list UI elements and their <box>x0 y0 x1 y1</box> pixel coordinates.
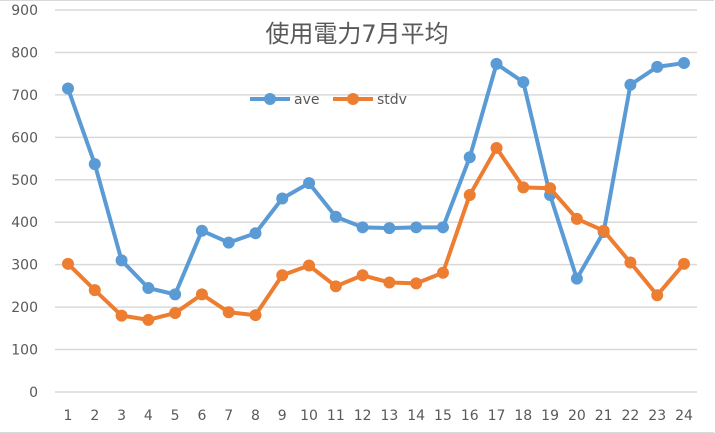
x-tick-label: 1 <box>64 408 73 424</box>
y-tick-label: 400 <box>11 215 38 231</box>
x-tick-label: 7 <box>224 408 233 424</box>
x-tick-label: 23 <box>648 408 666 424</box>
x-tick-label: 4 <box>144 408 153 424</box>
data-point-marker <box>62 257 74 270</box>
data-point-marker <box>115 309 128 322</box>
x-tick-label: 18 <box>514 408 532 424</box>
x-tick-label: 12 <box>354 408 372 424</box>
data-point-marker <box>597 224 610 237</box>
y-tick-label: 600 <box>11 130 38 146</box>
y-tick-label: 100 <box>11 343 38 359</box>
data-point-marker <box>383 222 396 235</box>
data-point-marker <box>678 57 690 70</box>
data-point-marker <box>436 221 449 234</box>
series-ave <box>62 57 690 301</box>
data-point-marker <box>410 277 423 290</box>
data-point-marker <box>570 272 583 285</box>
data-point-marker <box>303 259 316 272</box>
data-point-marker <box>463 151 476 164</box>
data-point-marker <box>329 280 342 293</box>
data-point-marker <box>436 266 449 279</box>
data-point-marker <box>356 269 369 282</box>
data-point-marker <box>651 60 664 73</box>
series-line <box>66 61 686 297</box>
data-point-marker <box>222 236 235 249</box>
data-point-marker <box>249 227 262 240</box>
data-point-marker <box>88 284 101 297</box>
y-tick-label: 0 <box>29 385 38 401</box>
data-point-marker <box>356 221 369 234</box>
data-point-marker <box>624 78 637 91</box>
data-point-marker <box>570 212 583 225</box>
series-stdv <box>62 141 690 326</box>
data-point-marker <box>463 189 476 202</box>
data-point-marker <box>169 288 182 301</box>
data-point-marker <box>544 182 557 195</box>
series-lines <box>62 57 690 326</box>
x-tick-label: 16 <box>461 408 479 424</box>
data-point-marker <box>303 177 316 190</box>
x-tick-label: 17 <box>488 408 506 424</box>
y-tick-label: 200 <box>11 300 38 316</box>
legend-label: ave <box>294 92 319 108</box>
x-tick-label: 19 <box>541 408 559 424</box>
x-tick-label: 14 <box>407 408 425 424</box>
data-point-marker <box>142 313 155 326</box>
data-point-marker <box>624 256 637 269</box>
x-tick-label: 20 <box>568 408 586 424</box>
data-point-marker <box>383 276 396 289</box>
x-tick-label: 13 <box>380 408 398 424</box>
data-point-marker <box>678 257 690 270</box>
x-tick-label: 21 <box>595 408 613 424</box>
data-point-marker <box>517 181 530 194</box>
data-point-marker <box>115 254 128 267</box>
x-tick-label: 15 <box>434 408 452 424</box>
x-tick-label: 3 <box>117 408 126 424</box>
y-tick-label: 500 <box>11 173 38 189</box>
gridlines <box>55 9 697 393</box>
legend: ave stdv <box>250 92 407 108</box>
x-tick-label: 24 <box>675 408 693 424</box>
data-point-marker <box>329 210 342 223</box>
y-axis-ticks: 0 100 200 300 400 500 600 700 800 900 <box>11 3 38 401</box>
x-axis-ticks: 1 2 3 4 5 6 7 8 9 10 11 12 13 14 15 16 17 18 19 20 21 22 23 24 <box>64 408 693 424</box>
legend-marker <box>347 93 359 105</box>
legend-marker <box>264 93 276 105</box>
y-tick-label: 900 <box>11 3 38 19</box>
data-point-marker <box>410 221 423 234</box>
data-point-marker <box>276 192 289 205</box>
data-point-marker <box>142 282 155 295</box>
data-point-marker <box>490 141 503 154</box>
x-tick-label: 8 <box>251 408 260 424</box>
series-line <box>66 145 686 322</box>
data-point-marker <box>222 306 235 319</box>
data-point-marker <box>195 288 208 301</box>
data-point-marker <box>88 158 101 171</box>
x-tick-label: 2 <box>90 408 99 424</box>
data-point-marker <box>249 309 262 322</box>
x-tick-label: 22 <box>622 408 640 424</box>
x-tick-label: 9 <box>278 408 287 424</box>
x-tick-label: 10 <box>300 408 318 424</box>
data-point-marker <box>195 224 208 237</box>
data-point-marker <box>169 307 182 320</box>
data-point-marker <box>517 76 530 89</box>
data-point-marker <box>62 82 74 95</box>
data-point-marker <box>490 57 503 70</box>
y-tick-label: 700 <box>11 88 38 104</box>
y-tick-label: 800 <box>11 45 38 61</box>
x-tick-label: 6 <box>197 408 206 424</box>
data-point-marker <box>651 289 664 302</box>
data-point-marker <box>276 269 289 282</box>
x-tick-label: 11 <box>327 408 345 424</box>
x-tick-label: 5 <box>171 408 180 424</box>
legend-label: stdv <box>377 92 407 108</box>
y-tick-label: 300 <box>11 258 38 274</box>
chart-title: 使用電力7月平均 <box>265 20 448 48</box>
